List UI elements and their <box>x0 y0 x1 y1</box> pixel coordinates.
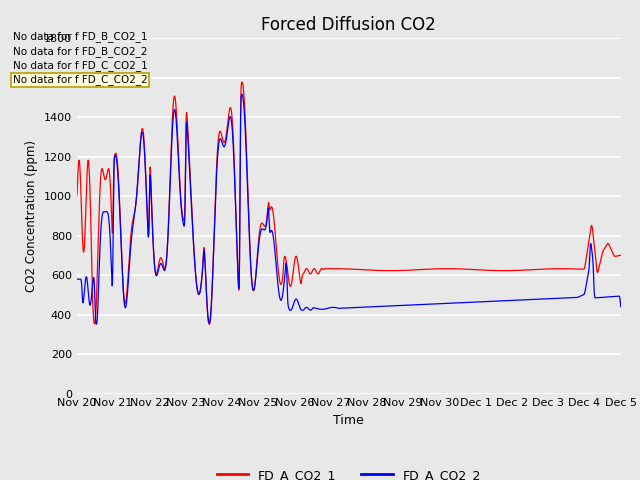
Text: No data for f FD_B_CO2_2: No data for f FD_B_CO2_2 <box>13 46 147 57</box>
X-axis label: Time: Time <box>333 414 364 427</box>
Text: No data for f FD_C_CO2_1: No data for f FD_C_CO2_1 <box>13 60 148 71</box>
Legend: FD_A_CO2_1, FD_A_CO2_2: FD_A_CO2_1, FD_A_CO2_2 <box>212 464 486 480</box>
Y-axis label: CO2 Concentration (ppm): CO2 Concentration (ppm) <box>25 140 38 292</box>
Text: No data for f FD_B_CO2_1: No data for f FD_B_CO2_1 <box>13 31 147 42</box>
Text: No data for f FD_C_CO2_2: No data for f FD_C_CO2_2 <box>13 74 148 85</box>
Title: Forced Diffusion CO2: Forced Diffusion CO2 <box>261 16 436 34</box>
